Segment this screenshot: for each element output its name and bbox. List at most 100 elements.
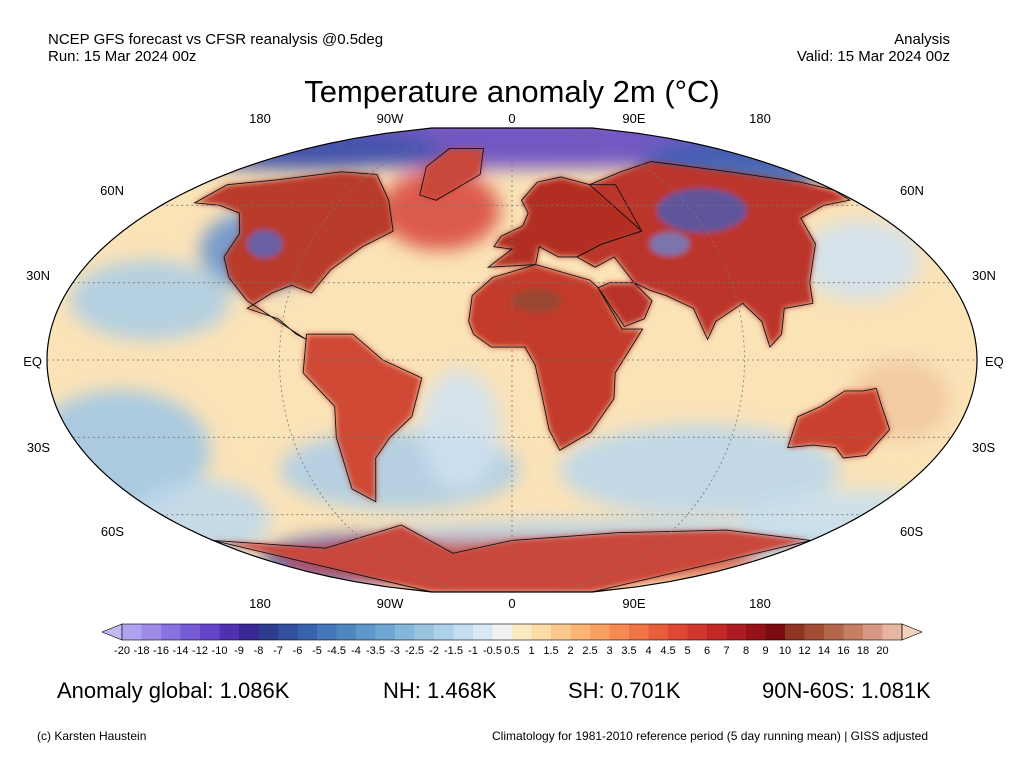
coastline-africa xyxy=(468,264,644,451)
colorbar-swatch xyxy=(863,624,883,640)
cold-patch-rockies xyxy=(246,230,283,258)
colorbar-swatch xyxy=(804,624,825,640)
cold-patch-siberia xyxy=(656,188,747,233)
colorbar-tick-label: -20 xyxy=(114,645,130,657)
colorbar-swatch xyxy=(668,624,688,640)
climatology-note: Climatology for 1981-2010 reference peri… xyxy=(492,729,929,743)
colorbar-tick-label: 2.5 xyxy=(582,645,598,657)
colorbar-tick-label: -14 xyxy=(172,645,189,657)
anomaly-region xyxy=(420,370,500,490)
colorbar-swatch xyxy=(512,624,532,640)
analysis-label: Analysis xyxy=(894,31,950,48)
colorbar-tick-label: 4 xyxy=(645,645,652,657)
colorbar-swatch xyxy=(707,624,727,640)
lon-label-top: 180 xyxy=(249,111,271,126)
colorbar-tick-label: -3 xyxy=(390,645,400,657)
colorbar-swatch xyxy=(317,624,337,640)
anomaly-region xyxy=(560,425,840,515)
colorbar-swatch xyxy=(648,624,669,640)
lat-label-right: EQ xyxy=(985,354,1004,369)
model-description: NCEP GFS forecast vs CFSR reanalysis @0.… xyxy=(48,31,384,48)
colorbar-min-arrow xyxy=(101,623,123,641)
colorbar-tick-label: 16 xyxy=(837,645,850,657)
lon-label-top: 90W xyxy=(376,111,404,126)
colorbar-swatch xyxy=(765,624,786,640)
colorbar-tick-label: -18 xyxy=(133,645,150,657)
colorbar-swatch xyxy=(570,624,591,640)
lon-label-top: 0 xyxy=(508,111,516,126)
colorbar-swatch xyxy=(843,624,864,640)
lat-label-right: 30N xyxy=(972,268,996,283)
stat-nh: NH: 1.468K xyxy=(383,678,497,703)
colorbar-swatch xyxy=(336,624,357,640)
continent-asia xyxy=(577,161,850,348)
coastline-asia xyxy=(576,161,851,348)
colorbar-swatch xyxy=(297,624,318,640)
colorbar-swatch xyxy=(882,624,903,640)
colorbar-swatch xyxy=(687,624,708,640)
colorbar-tick-label: 4.5 xyxy=(660,645,676,657)
colorbar-swatch xyxy=(453,624,474,640)
warm-patch-sahara xyxy=(512,288,563,313)
colorbar-tick-label: -1.5 xyxy=(444,645,463,657)
colorbar-tick-label: 20 xyxy=(876,645,889,657)
colorbar-swatch xyxy=(414,624,435,640)
lat-label-left: 60N xyxy=(100,183,124,198)
graticule-meridian xyxy=(552,128,745,592)
colorbar-swatch xyxy=(122,624,142,640)
colorbar-tick-label: 6 xyxy=(703,645,711,657)
colorbar-swatch xyxy=(824,624,844,640)
colorbar-swatch xyxy=(200,624,220,640)
colorbar-tick-label: -0.5 xyxy=(483,645,502,657)
colorbar-swatch xyxy=(609,624,630,640)
colorbar-swatch xyxy=(219,624,240,640)
lon-label-bottom: 0 xyxy=(508,596,516,611)
colorbar-tick-label: 1 xyxy=(528,645,535,657)
graticule-meridian xyxy=(279,128,472,592)
colorbar-tick-label: -3.5 xyxy=(366,645,385,657)
colorbar-swatch xyxy=(258,624,279,640)
credit: (c) Karsten Haustein xyxy=(37,729,147,743)
colorbar-tick-label: -10 xyxy=(211,645,228,657)
colorbar-swatch xyxy=(473,624,493,640)
colorbar-tick-label: 10 xyxy=(778,645,792,657)
colorbar-tick-label: -8 xyxy=(253,645,264,657)
colorbar-tick-label: 3.5 xyxy=(621,645,637,657)
colorbar-tick-label: 8 xyxy=(742,645,750,657)
colorbar-swatch xyxy=(531,624,552,640)
colorbar-tick-label: -9 xyxy=(234,645,244,657)
globe-outline xyxy=(46,127,978,593)
colorbar-tick-label: -12 xyxy=(192,645,208,657)
lon-label-top: 180 xyxy=(749,111,771,126)
colorbar-tick-label: 18 xyxy=(856,645,870,657)
valid-info: Analysis Valid: 15 Mar 2024 00z xyxy=(797,31,950,65)
lon-label-bottom: 180 xyxy=(749,596,771,611)
stat-global: Anomaly global: 1.086K xyxy=(57,678,290,703)
stat-arctic: 90N-60S: 1.081K xyxy=(762,678,931,703)
lon-label-bottom: 90W xyxy=(376,596,404,611)
continent-greenland xyxy=(419,148,484,201)
colorbar-swatch xyxy=(180,624,201,640)
coastline-australia xyxy=(787,387,891,459)
colorbar-tick-label: 9 xyxy=(762,645,769,657)
colorbar-swatch xyxy=(356,624,376,640)
colorbar-tick-label: -2.5 xyxy=(405,645,424,657)
lat-label-left: 30S xyxy=(26,440,50,455)
colorbar-tick-label: -2 xyxy=(429,645,439,657)
lon-label-bottom: 180 xyxy=(249,596,271,611)
stat-sh: SH: 0.701K xyxy=(568,678,681,703)
colorbar-frame xyxy=(121,623,903,641)
colorbar-swatch xyxy=(161,624,181,640)
lat-label-right: 60S xyxy=(900,524,924,539)
colorbar-swatch xyxy=(590,624,610,640)
continent-north-america xyxy=(194,171,394,340)
colorbar-swatch xyxy=(492,624,513,640)
colorbar-swatch xyxy=(746,624,766,640)
run-time: Run: 15 Mar 2024 00z xyxy=(48,48,197,65)
lat-label-right: 30S xyxy=(972,440,996,455)
colorbar-tick-label: -7 xyxy=(273,645,283,657)
colorbar-tick-label: 7 xyxy=(723,645,730,657)
continent-south-america xyxy=(303,334,422,502)
colorbar-tick-label: -4.5 xyxy=(327,645,346,657)
